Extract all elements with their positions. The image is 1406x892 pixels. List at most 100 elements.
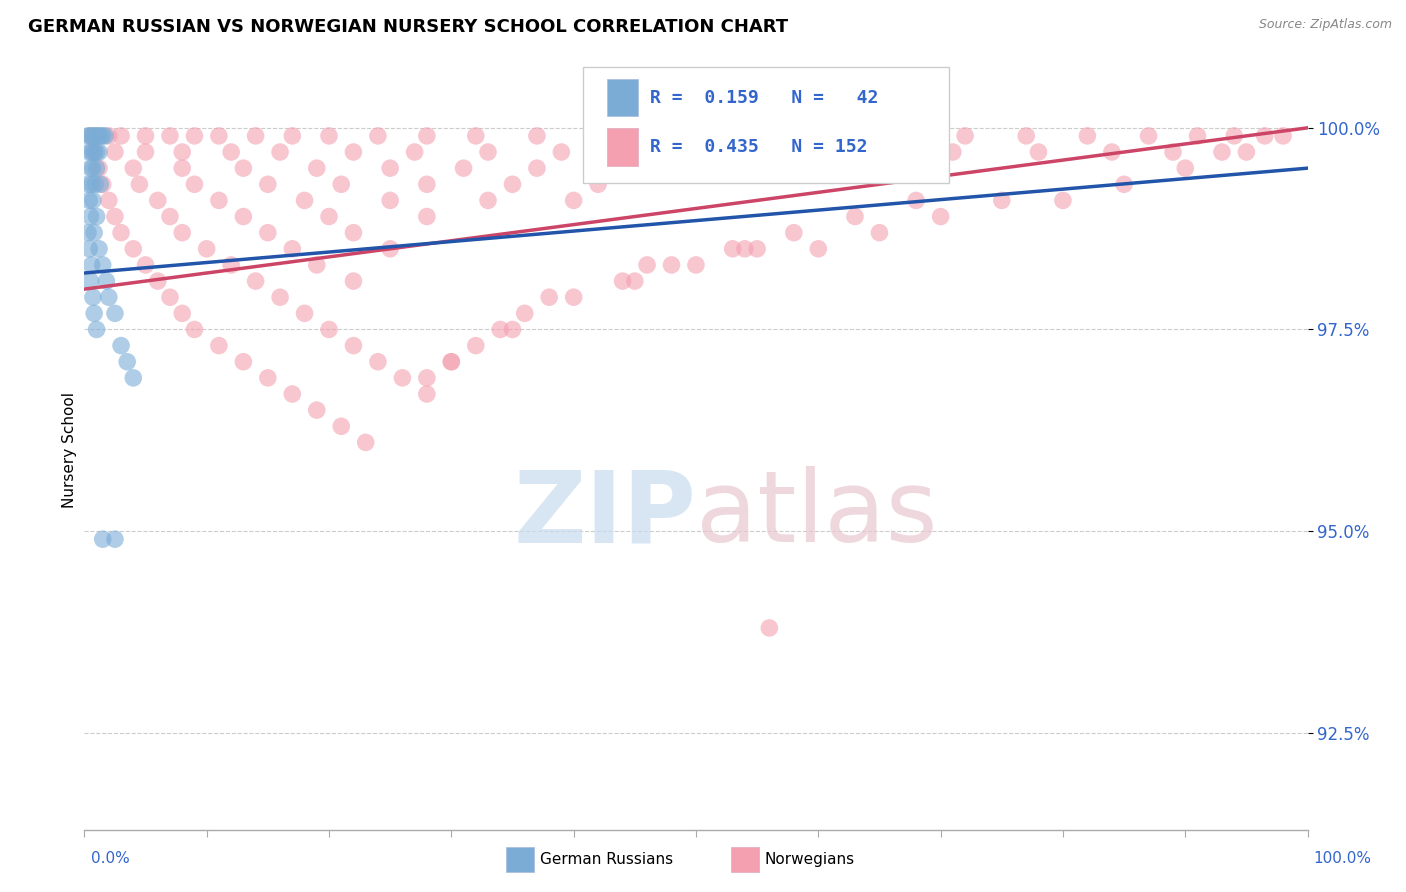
Point <box>1015 128 1038 143</box>
Point <box>330 178 353 192</box>
Point <box>685 161 707 176</box>
Point <box>82 128 104 143</box>
Point <box>562 290 585 304</box>
Point <box>232 210 254 224</box>
Point <box>77 194 100 208</box>
Point <box>502 322 524 336</box>
Point <box>404 145 426 159</box>
Point <box>122 242 145 256</box>
Point <box>232 161 254 176</box>
Point <box>783 226 806 240</box>
Point <box>232 355 254 369</box>
Point <box>80 258 103 272</box>
Point <box>82 161 104 176</box>
Point <box>1052 194 1074 208</box>
Point <box>87 242 110 256</box>
Point <box>513 306 536 320</box>
Point <box>709 128 731 143</box>
Point <box>87 161 110 176</box>
Point <box>905 194 928 208</box>
Point <box>83 226 105 240</box>
Point <box>489 322 512 336</box>
Point <box>79 161 101 176</box>
Point <box>380 161 402 176</box>
Point <box>893 128 915 143</box>
Point <box>747 242 769 256</box>
Point <box>257 371 280 385</box>
Point <box>342 226 364 240</box>
Point <box>1236 145 1258 159</box>
Point <box>82 194 104 208</box>
Point <box>86 210 108 224</box>
Point <box>89 178 111 192</box>
Point <box>104 306 127 320</box>
Point <box>82 290 104 304</box>
Point <box>586 178 609 192</box>
Point <box>89 128 111 143</box>
Point <box>104 210 127 224</box>
Text: R =  0.435   N = 152: R = 0.435 N = 152 <box>650 138 868 156</box>
Point <box>685 258 707 272</box>
Point <box>612 145 634 159</box>
Point <box>281 242 304 256</box>
Point <box>1028 145 1050 159</box>
Point <box>440 355 463 369</box>
Point <box>477 145 499 159</box>
Point <box>79 210 101 224</box>
Point <box>208 128 231 143</box>
Point <box>1223 128 1246 143</box>
Point <box>367 128 389 143</box>
Point <box>195 242 218 256</box>
Point <box>342 274 364 288</box>
Point <box>305 403 328 417</box>
Point <box>208 194 231 208</box>
Point <box>128 178 150 192</box>
Point <box>257 178 280 192</box>
Point <box>391 371 413 385</box>
Point <box>183 322 205 336</box>
Point <box>183 128 205 143</box>
Point <box>685 145 707 159</box>
Point <box>661 258 683 272</box>
Text: 100.0%: 100.0% <box>1313 852 1371 866</box>
Point <box>1254 128 1277 143</box>
Point <box>86 322 108 336</box>
Point <box>245 128 267 143</box>
Point <box>97 194 120 208</box>
Point <box>502 178 524 192</box>
Point <box>281 128 304 143</box>
Point <box>380 194 402 208</box>
Point <box>820 145 842 159</box>
Point <box>953 128 976 143</box>
Point <box>80 145 103 159</box>
Point <box>91 128 114 143</box>
Point <box>318 322 340 336</box>
Point <box>91 258 114 272</box>
Point <box>104 145 127 159</box>
Point <box>257 226 280 240</box>
Point <box>1187 128 1209 143</box>
Point <box>83 145 105 159</box>
Point <box>83 145 105 159</box>
Point <box>550 145 572 159</box>
Point <box>612 274 634 288</box>
Point <box>294 194 316 208</box>
Point <box>1174 161 1197 176</box>
Point <box>110 338 132 352</box>
Point <box>294 306 316 320</box>
Point <box>159 210 181 224</box>
Point <box>416 178 439 192</box>
Text: GERMAN RUSSIAN VS NORWEGIAN NURSERY SCHOOL CORRELATION CHART: GERMAN RUSSIAN VS NORWEGIAN NURSERY SCHO… <box>28 18 789 36</box>
Point <box>159 290 181 304</box>
Point <box>115 355 138 369</box>
Point <box>281 387 304 401</box>
Point <box>1114 178 1136 192</box>
Point <box>94 128 117 143</box>
Point <box>464 338 486 352</box>
Point <box>77 242 100 256</box>
Point <box>1272 128 1295 143</box>
Point <box>416 128 439 143</box>
Point <box>367 355 389 369</box>
Point <box>91 178 114 192</box>
Point <box>87 145 110 159</box>
